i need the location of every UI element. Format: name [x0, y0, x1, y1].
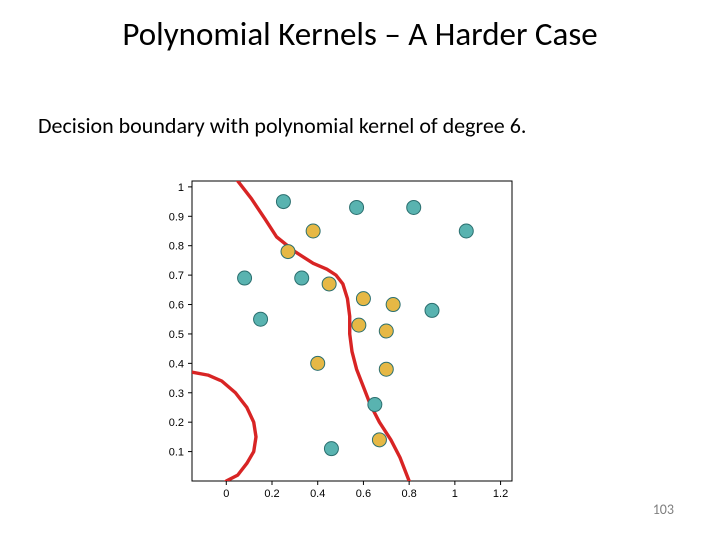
- point-gold: [352, 318, 366, 332]
- y-tick-label: 0.2: [169, 417, 184, 429]
- point-teal: [368, 398, 382, 412]
- chart-svg: 0 0.2 0.4 0.6 0.8 1 1.2 0.1 0.2 0.3 0.4 0.5 0.6 0.7 0.…: [150, 175, 522, 507]
- point-teal: [295, 271, 309, 285]
- point-teal: [350, 200, 364, 214]
- x-tick-label: 0.8: [401, 488, 416, 500]
- point-teal: [459, 224, 473, 238]
- point-teal: [407, 200, 421, 214]
- y-tick-label: 0.7: [169, 270, 184, 282]
- point-gold: [356, 292, 370, 306]
- x-tick-label: 1: [452, 488, 458, 500]
- y-tick-label: 0.6: [169, 300, 184, 312]
- slide-title: Polynomial Kernels – A Harder Case: [0, 14, 720, 54]
- x-tick-label: 1.2: [493, 488, 508, 500]
- point-gold: [386, 298, 400, 312]
- point-teal: [276, 195, 290, 209]
- slide: Polynomial Kernels – A Harder Case Decis…: [0, 0, 720, 540]
- point-gold: [379, 362, 393, 376]
- point-gold: [372, 433, 386, 447]
- y-tick-label: 0.8: [169, 241, 184, 253]
- point-teal: [425, 303, 439, 317]
- point-teal: [254, 312, 268, 326]
- point-gold: [281, 245, 295, 259]
- x-tick-label: 0: [223, 488, 229, 500]
- y-tick-label: 0.3: [169, 388, 184, 400]
- point-gold: [379, 324, 393, 338]
- scatter-chart: 0 0.2 0.4 0.6 0.8 1 1.2 0.1 0.2 0.3 0.4 0.5 0.6 0.7 0.…: [150, 175, 522, 512]
- page-number: 103: [653, 501, 674, 518]
- y-tick-label: 0.9: [169, 211, 184, 223]
- x-tick-label: 0.4: [310, 488, 325, 500]
- y-tick-label: 0.5: [169, 329, 184, 341]
- y-tick-label: 1: [178, 182, 184, 194]
- point-teal: [324, 442, 338, 456]
- point-gold: [322, 277, 336, 291]
- y-tick-label: 0.1: [169, 447, 184, 459]
- slide-subtitle: Decision boundary with polynomial kernel…: [38, 112, 526, 139]
- x-tick-label: 0.6: [356, 488, 371, 500]
- x-tick-label: 0.2: [264, 488, 279, 500]
- point-gold: [306, 224, 320, 238]
- y-tick-label: 0.4: [169, 358, 184, 370]
- point-teal: [238, 271, 252, 285]
- point-gold: [311, 356, 325, 370]
